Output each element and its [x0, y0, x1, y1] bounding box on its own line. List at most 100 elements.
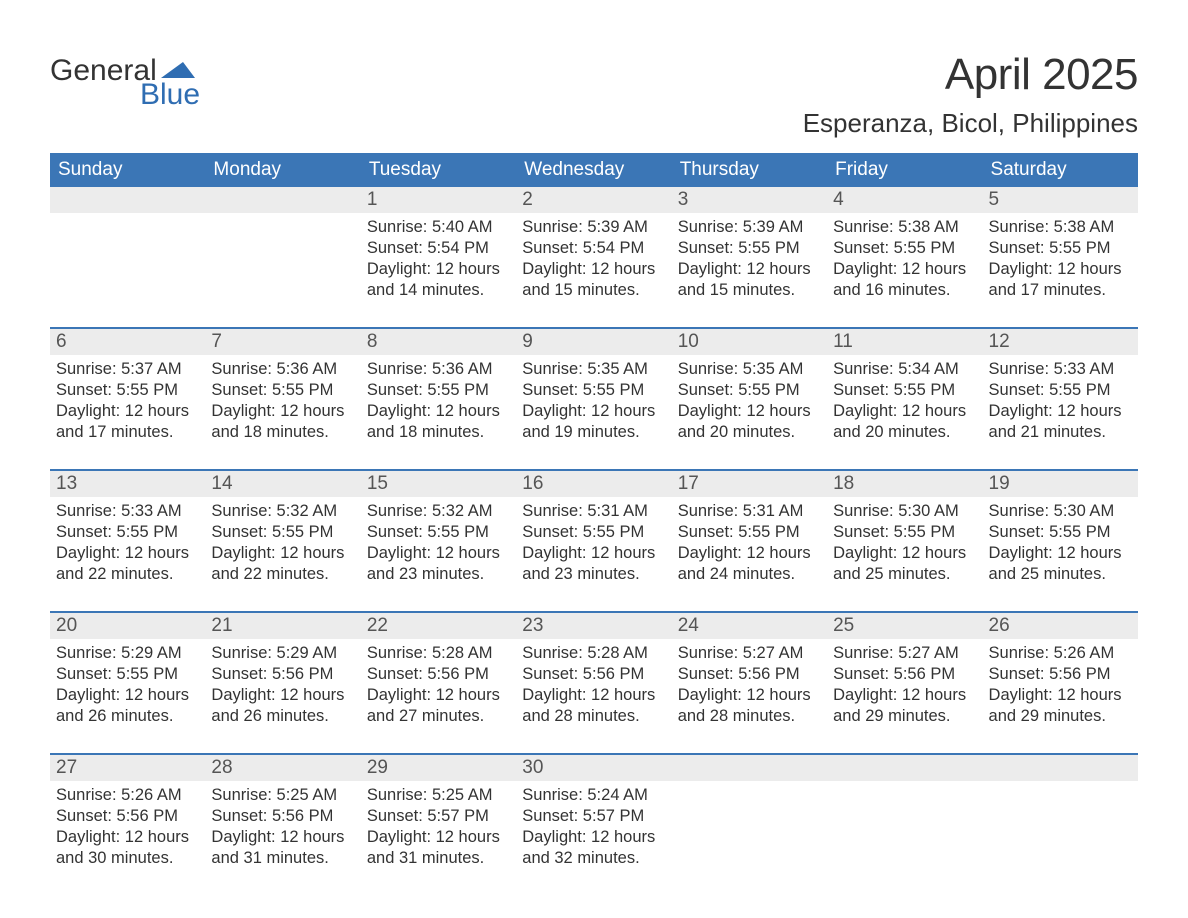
day-line: Sunrise: 5:37 AM	[56, 359, 199, 380]
calendar-day: 6Sunrise: 5:37 AMSunset: 5:55 PMDaylight…	[50, 329, 205, 469]
calendar-day: 18Sunrise: 5:30 AMSunset: 5:55 PMDayligh…	[827, 471, 982, 611]
weekday-header-row: SundayMondayTuesdayWednesdayThursdayFrid…	[50, 153, 1138, 187]
day-body: Sunrise: 5:28 AMSunset: 5:56 PMDaylight:…	[516, 639, 671, 737]
day-line: Sunrise: 5:32 AM	[367, 501, 510, 522]
calendar-day: 20Sunrise: 5:29 AMSunset: 5:55 PMDayligh…	[50, 613, 205, 753]
calendar-day: 21Sunrise: 5:29 AMSunset: 5:56 PMDayligh…	[205, 613, 360, 753]
day-line: Sunrise: 5:36 AM	[367, 359, 510, 380]
calendar-day	[827, 755, 982, 895]
day-line: Daylight: 12 hours	[56, 543, 199, 564]
day-line: Sunrise: 5:33 AM	[989, 359, 1132, 380]
title-block: April 2025 Esperanza, Bicol, Philippines	[803, 50, 1138, 139]
day-number: 21	[205, 613, 360, 639]
day-body	[827, 781, 982, 795]
day-line: and 26 minutes.	[56, 706, 199, 727]
day-line: Daylight: 12 hours	[833, 259, 976, 280]
logo-flag-icon	[161, 60, 195, 78]
day-body: Sunrise: 5:35 AMSunset: 5:55 PMDaylight:…	[516, 355, 671, 453]
calendar-day: 13Sunrise: 5:33 AMSunset: 5:55 PMDayligh…	[50, 471, 205, 611]
day-line: Sunrise: 5:29 AM	[56, 643, 199, 664]
calendar-day: 10Sunrise: 5:35 AMSunset: 5:55 PMDayligh…	[672, 329, 827, 469]
day-line: and 16 minutes.	[833, 280, 976, 301]
day-line: Daylight: 12 hours	[989, 401, 1132, 422]
day-body: Sunrise: 5:36 AMSunset: 5:55 PMDaylight:…	[361, 355, 516, 453]
header-block: General Blue April 2025 Esperanza, Bicol…	[50, 50, 1138, 139]
day-body: Sunrise: 5:28 AMSunset: 5:56 PMDaylight:…	[361, 639, 516, 737]
day-line: Sunrise: 5:35 AM	[522, 359, 665, 380]
day-line: Daylight: 12 hours	[367, 827, 510, 848]
weekday-header: Saturday	[983, 153, 1138, 187]
day-line: Sunset: 5:55 PM	[522, 522, 665, 543]
day-line: Sunrise: 5:24 AM	[522, 785, 665, 806]
day-body: Sunrise: 5:39 AMSunset: 5:55 PMDaylight:…	[672, 213, 827, 311]
day-body: Sunrise: 5:26 AMSunset: 5:56 PMDaylight:…	[50, 781, 205, 879]
day-line: Sunrise: 5:34 AM	[833, 359, 976, 380]
day-line: Daylight: 12 hours	[678, 401, 821, 422]
day-number: 5	[983, 187, 1138, 213]
day-body	[983, 781, 1138, 795]
day-line: Sunset: 5:57 PM	[367, 806, 510, 827]
calendar: SundayMondayTuesdayWednesdayThursdayFrid…	[50, 153, 1138, 895]
day-number	[205, 187, 360, 213]
day-line: and 29 minutes.	[989, 706, 1132, 727]
calendar-day	[50, 187, 205, 327]
day-line: Sunset: 5:55 PM	[989, 380, 1132, 401]
day-line: Daylight: 12 hours	[989, 259, 1132, 280]
day-line: Sunrise: 5:40 AM	[367, 217, 510, 238]
day-line: Daylight: 12 hours	[522, 401, 665, 422]
day-number: 26	[983, 613, 1138, 639]
day-line: and 28 minutes.	[678, 706, 821, 727]
day-number: 23	[516, 613, 671, 639]
day-line: Sunrise: 5:38 AM	[833, 217, 976, 238]
calendar-week: 27Sunrise: 5:26 AMSunset: 5:56 PMDayligh…	[50, 753, 1138, 895]
weekday-header: Monday	[205, 153, 360, 187]
day-body: Sunrise: 5:25 AMSunset: 5:57 PMDaylight:…	[361, 781, 516, 879]
day-line: Daylight: 12 hours	[522, 685, 665, 706]
day-line: Daylight: 12 hours	[211, 827, 354, 848]
calendar-week: 20Sunrise: 5:29 AMSunset: 5:55 PMDayligh…	[50, 611, 1138, 753]
day-line: Sunset: 5:55 PM	[522, 380, 665, 401]
day-line: Daylight: 12 hours	[833, 685, 976, 706]
day-number: 15	[361, 471, 516, 497]
weekday-header: Thursday	[672, 153, 827, 187]
calendar-day	[205, 187, 360, 327]
day-line: Sunset: 5:54 PM	[522, 238, 665, 259]
day-line: Sunset: 5:55 PM	[56, 380, 199, 401]
day-line: and 20 minutes.	[833, 422, 976, 443]
day-body: Sunrise: 5:33 AMSunset: 5:55 PMDaylight:…	[983, 355, 1138, 453]
calendar-day: 12Sunrise: 5:33 AMSunset: 5:55 PMDayligh…	[983, 329, 1138, 469]
calendar-week: 1Sunrise: 5:40 AMSunset: 5:54 PMDaylight…	[50, 187, 1138, 327]
logo: General Blue	[50, 56, 200, 110]
weekday-header: Sunday	[50, 153, 205, 187]
day-number: 4	[827, 187, 982, 213]
day-line: Daylight: 12 hours	[678, 685, 821, 706]
day-number: 30	[516, 755, 671, 781]
day-line: Sunset: 5:56 PM	[833, 664, 976, 685]
day-line: Sunset: 5:55 PM	[833, 238, 976, 259]
day-line: Sunset: 5:56 PM	[989, 664, 1132, 685]
day-number: 14	[205, 471, 360, 497]
day-line: Sunrise: 5:32 AM	[211, 501, 354, 522]
day-number: 3	[672, 187, 827, 213]
day-line: and 17 minutes.	[56, 422, 199, 443]
calendar-day: 15Sunrise: 5:32 AMSunset: 5:55 PMDayligh…	[361, 471, 516, 611]
day-line: Sunrise: 5:28 AM	[522, 643, 665, 664]
day-line: Daylight: 12 hours	[522, 259, 665, 280]
day-line: Sunrise: 5:27 AM	[833, 643, 976, 664]
day-line: Sunrise: 5:39 AM	[678, 217, 821, 238]
day-line: Daylight: 12 hours	[56, 827, 199, 848]
day-line: Sunset: 5:55 PM	[367, 380, 510, 401]
logo-text-2: Blue	[140, 80, 200, 110]
day-number: 28	[205, 755, 360, 781]
day-line: and 30 minutes.	[56, 848, 199, 869]
day-body: Sunrise: 5:27 AMSunset: 5:56 PMDaylight:…	[672, 639, 827, 737]
day-number	[827, 755, 982, 781]
day-line: and 23 minutes.	[367, 564, 510, 585]
day-line: and 28 minutes.	[522, 706, 665, 727]
calendar-day: 11Sunrise: 5:34 AMSunset: 5:55 PMDayligh…	[827, 329, 982, 469]
calendar-week: 13Sunrise: 5:33 AMSunset: 5:55 PMDayligh…	[50, 469, 1138, 611]
day-body: Sunrise: 5:31 AMSunset: 5:55 PMDaylight:…	[672, 497, 827, 595]
calendar-day: 1Sunrise: 5:40 AMSunset: 5:54 PMDaylight…	[361, 187, 516, 327]
day-body: Sunrise: 5:38 AMSunset: 5:55 PMDaylight:…	[983, 213, 1138, 311]
calendar-day: 23Sunrise: 5:28 AMSunset: 5:56 PMDayligh…	[516, 613, 671, 753]
